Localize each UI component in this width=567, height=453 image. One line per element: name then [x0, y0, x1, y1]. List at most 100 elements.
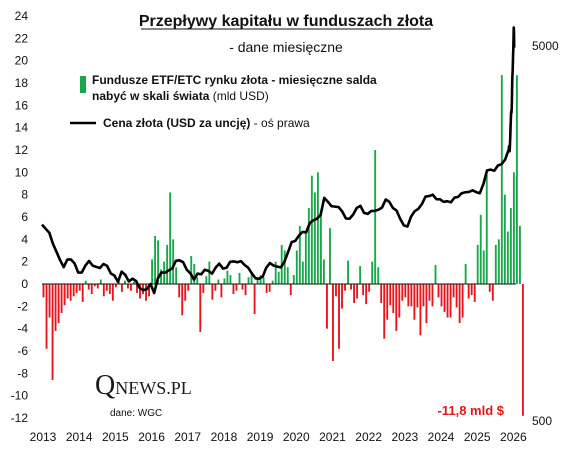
flow-bar: [187, 284, 190, 291]
flow-bar: [491, 284, 494, 301]
x-tick-label: 2023: [391, 430, 418, 444]
y-tick-label: -10: [11, 389, 29, 403]
flow-bar: [353, 284, 356, 303]
flow-bar: [416, 284, 419, 308]
flow-bar: [151, 259, 153, 284]
y-tick-label: 14: [15, 121, 29, 135]
flow-bar: [464, 263, 467, 284]
flow-bar: [244, 284, 247, 296]
flow-bar: [419, 284, 422, 336]
y-tick-label: 4: [21, 232, 28, 246]
flow-bar: [455, 284, 458, 308]
logo-backdrop: [88, 365, 196, 401]
flow-bar: [362, 284, 365, 296]
flow-bar: [386, 284, 389, 320]
y2-tick-label: 5000: [532, 39, 559, 53]
chart-title: Przepływy kapitału w funduszach złota: [139, 13, 433, 30]
flow-bar: [42, 284, 45, 298]
flow-bar: [422, 284, 425, 307]
flow-bar: [313, 192, 316, 284]
flow-bar: [500, 75, 503, 285]
min-flow-annotation: -11,8 mld $: [438, 403, 505, 418]
y-tick-label: -8: [17, 366, 28, 380]
flow-bar: [395, 284, 398, 331]
flow-bar: [365, 284, 368, 305]
flow-bar: [497, 239, 500, 284]
flow-bar: [120, 284, 123, 292]
flow-bar: [169, 192, 172, 284]
x-tick-label: 2021: [319, 430, 346, 444]
flow-bar: [392, 284, 395, 314]
flow-bar: [130, 284, 132, 291]
flow-bar: [256, 278, 259, 284]
flow-bar: [488, 284, 491, 292]
flow-bar: [220, 284, 223, 298]
legend: Fundusze ETF/ETC rynku złota - miesięczn…: [70, 73, 377, 130]
flow-bar: [193, 263, 196, 284]
flow-bar: [81, 284, 84, 302]
flow-bar: [398, 284, 401, 318]
flow-bar: [316, 172, 319, 284]
flow-bar: [518, 225, 521, 284]
flow-bar: [322, 259, 325, 284]
x-tick-label: 2025: [464, 430, 491, 444]
flow-bar: [181, 284, 184, 316]
flow-bar: [374, 150, 377, 284]
logo-rest: NEWS.PL: [115, 378, 192, 398]
flow-bar: [494, 244, 497, 284]
flow-bar: [214, 284, 217, 291]
flow-bar: [506, 231, 509, 284]
flow-bar: [66, 284, 69, 299]
flow-bar: [359, 266, 362, 284]
legend-label-line-bold: Cena złota (USD za uncję): [103, 116, 250, 130]
flow-bar: [139, 284, 141, 299]
flow-bar: [133, 281, 135, 284]
legend-label-line: Cena złota (USD za uncję) - oś prawa: [103, 116, 310, 130]
flow-bar: [277, 271, 280, 284]
y-tick-label: 18: [15, 76, 29, 90]
flow-bar: [274, 261, 277, 284]
flow-bar: [431, 284, 434, 307]
y-tick-label: -12: [11, 411, 29, 425]
flow-bar: [413, 284, 416, 320]
y-tick-label: -2: [17, 299, 28, 313]
x-tick-label: 2022: [355, 430, 382, 444]
flow-bar: [247, 277, 250, 284]
x-tick-label: 2020: [283, 430, 310, 444]
x-axis: 2013 2014 2015 2016 2017 2018 2019 2020 2021 2022…: [30, 430, 527, 444]
flow-bar: [166, 244, 169, 284]
flow-bar: [211, 284, 214, 300]
flow-bar: [304, 233, 307, 284]
x-tick-label: 2014: [66, 430, 93, 444]
x-tick-label: 2016: [138, 430, 165, 444]
flow-bar: [175, 267, 178, 284]
flow-bar: [51, 284, 54, 381]
flow-bar: [154, 235, 157, 284]
flow-bar: [48, 284, 51, 318]
flow-bar: [72, 284, 75, 297]
flow-bar: [347, 260, 349, 284]
flow-bar: [452, 284, 455, 298]
y-tick-label: 0: [21, 277, 28, 291]
flow-bar: [476, 244, 479, 284]
flow-bar: [338, 284, 340, 349]
flow-bar: [117, 281, 120, 284]
flow-bar: [344, 284, 346, 291]
x-tick-label: 2017: [174, 430, 201, 444]
flow-bar: [307, 208, 310, 284]
flow-bar: [482, 250, 485, 284]
flow-bar: [96, 284, 99, 289]
flow-bar: [262, 277, 265, 284]
flow-bar: [467, 284, 470, 299]
flow-bar: [383, 284, 386, 339]
flow-bar: [259, 275, 262, 284]
flow-bar: [446, 284, 449, 318]
flow-bar: [425, 284, 428, 324]
flow-bar: [250, 273, 253, 284]
logo: QNEWS.PL: [95, 370, 192, 401]
flow-bar: [485, 174, 488, 284]
flow-bar: [283, 250, 286, 284]
flow-bar: [440, 284, 443, 307]
